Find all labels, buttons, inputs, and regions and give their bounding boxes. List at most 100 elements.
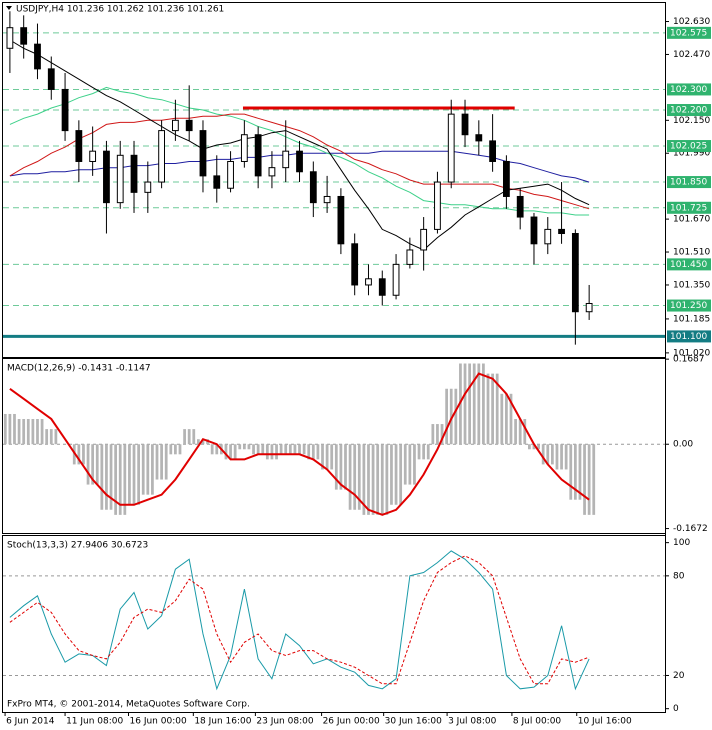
- y-tick-label: 102.150: [673, 116, 710, 126]
- macd-plot: [3, 363, 665, 516]
- y-tick-label: 101.185: [673, 314, 710, 324]
- candle-body: [199, 130, 207, 177]
- stoch-title: Stoch(13,3,3) 27.9406 30.6723: [7, 541, 148, 551]
- candle-body: [6, 27, 14, 49]
- y-tick-label: 0.00: [673, 440, 693, 450]
- symbol-menu-icon: [6, 6, 12, 10]
- level-label: 101.850: [670, 178, 707, 188]
- level-box: [667, 176, 711, 189]
- macd-signal-line: [9, 372, 590, 516]
- candle-body: [502, 160, 510, 197]
- y-tick-label: 0.1687: [673, 355, 705, 365]
- level-box: [667, 26, 711, 39]
- level-box: [667, 83, 711, 96]
- candle-body: [61, 88, 69, 132]
- plot-layer: 6 Jun 2014 11 Jun 08:00 16 Jun 00:00 18 Jun…: [3, 11, 711, 727]
- candle-body: [544, 228, 552, 245]
- y-tick-label: 102.630: [673, 17, 710, 27]
- x-tick-label: 11 Jun 08:00: [66, 717, 123, 727]
- moving-average-line: [9, 39, 590, 251]
- candle-body: [461, 113, 469, 136]
- candle-body: [434, 181, 441, 230]
- level-box: [667, 258, 711, 271]
- x-tick-label: 10 Jul 16:00: [578, 717, 632, 727]
- candle-body: [309, 171, 317, 204]
- macd-title: MACD(12,26,9) -0.1431 -0.1147: [7, 364, 151, 374]
- x-tick-label: 23 Jun 08:00: [256, 717, 313, 727]
- stoch-plot: [3, 550, 665, 691]
- candle-body: [144, 181, 152, 193]
- x-tick-label: 30 Jun 16:00: [385, 717, 442, 727]
- level-box: [667, 299, 711, 312]
- support-label: 101.100: [670, 332, 707, 342]
- level-label: 102.200: [670, 106, 707, 116]
- candle-body: [558, 228, 565, 235]
- candle-body: [571, 233, 579, 313]
- y-tick-label: 101.670: [673, 215, 710, 225]
- candle-body: [103, 150, 110, 204]
- candle-body: [254, 134, 262, 177]
- candle-body: [530, 216, 538, 245]
- candle-body: [116, 154, 124, 204]
- candle-body: [185, 119, 193, 132]
- candle-body: [158, 130, 166, 183]
- candle-body: [20, 27, 28, 45]
- x-tick-label: 8 Jul 00:00: [513, 717, 562, 727]
- candle-body: [392, 263, 400, 296]
- y-tick-label: 100: [673, 538, 690, 548]
- candle-body: [365, 278, 372, 286]
- y-tick-label: 101.990: [673, 149, 710, 159]
- level-label: 101.250: [670, 301, 707, 311]
- y-tick-label: 0: [673, 704, 679, 714]
- candle-body: [420, 228, 428, 251]
- candle-body: [171, 119, 179, 132]
- level-label: 101.725: [670, 203, 707, 213]
- candle-body: [296, 150, 303, 173]
- copyright-footer: FxPro MT4, © 2001-2014, MetaQuotes Softw…: [7, 700, 250, 710]
- level-label: 102.300: [670, 85, 707, 95]
- y-tick-label: 101.350: [673, 280, 710, 290]
- candle-body: [75, 130, 83, 162]
- stoch-line: [9, 550, 590, 691]
- stoch-line: [9, 555, 590, 685]
- candle-body: [351, 243, 359, 286]
- candle-body: [34, 43, 41, 70]
- candle-body: [130, 154, 138, 193]
- main-plot: [3, 11, 665, 345]
- candle-body: [516, 195, 524, 218]
- level-box: [667, 104, 711, 117]
- x-tick-label: 26 Jun 00:00: [323, 717, 380, 727]
- candle-body: [489, 140, 497, 162]
- candle-body: [89, 150, 97, 162]
- x-tick-label: 3 Jul 08:00: [448, 717, 497, 727]
- y-tick-label: 20: [673, 671, 685, 681]
- y-tick-label: 101.020: [673, 348, 710, 358]
- y-tick-label: 80: [673, 571, 685, 581]
- candle-body: [378, 278, 386, 296]
- moving-average-line: [9, 113, 590, 210]
- candle-body: [47, 68, 55, 90]
- x-tick-label: 6 Jun 2014: [6, 717, 55, 727]
- level-label: 102.575: [670, 28, 707, 38]
- level-label: 101.450: [670, 260, 707, 270]
- candle-body: [447, 113, 455, 183]
- y-tick-label: 101.510: [673, 248, 710, 258]
- symbol-title: USDJPY,H4 101.236 101.262 101.236 101.26…: [16, 5, 224, 15]
- candle-body: [268, 167, 276, 177]
- support-box: [667, 330, 711, 343]
- candle-body: [337, 195, 345, 245]
- candle-body: [240, 134, 248, 162]
- candle-body: [282, 150, 290, 169]
- candle-body: [323, 195, 331, 204]
- candle-body: [585, 302, 593, 313]
- x-tick-label: 16 Jun 00:00: [130, 717, 187, 727]
- candle-body: [227, 160, 234, 189]
- level-label: 102.025: [670, 142, 707, 152]
- level-box: [667, 201, 711, 214]
- y-tick-label: 102.470: [673, 50, 710, 60]
- level-box: [667, 140, 711, 153]
- x-tick-label: 18 Jun 16:00: [194, 717, 251, 727]
- y-tick-label: -0.1672: [673, 524, 708, 534]
